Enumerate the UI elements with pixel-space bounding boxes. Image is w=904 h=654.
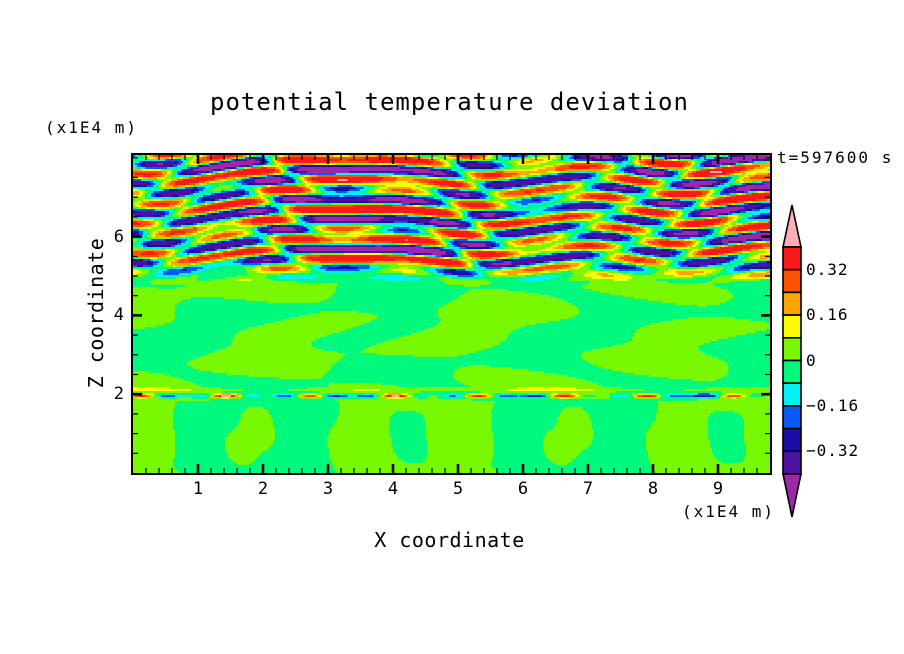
time-annotation: t=597600 s — [777, 148, 894, 167]
x-tick-label: 9 — [712, 479, 724, 499]
plot-area — [131, 153, 772, 475]
contour-field-canvas — [133, 155, 770, 473]
colorbar-label: 0.16 — [806, 305, 849, 325]
colorbar-label: 0 — [806, 350, 817, 370]
x-axis-label: X coordinate — [374, 528, 525, 552]
x-tick-label: 5 — [452, 479, 464, 499]
colorbar-label: −0.16 — [806, 395, 860, 415]
colorbar-label: 0.32 — [806, 259, 849, 279]
x-tick-label: 6 — [517, 479, 529, 499]
colorbar-label: −0.32 — [806, 441, 860, 461]
x-tick-label: 7 — [582, 479, 594, 499]
z-tick-label: 6 — [113, 226, 124, 247]
colorbar-segment — [782, 314, 802, 339]
colorbar-segment — [782, 427, 802, 453]
colorbar-segment — [782, 337, 802, 362]
colorbar — [782, 204, 802, 518]
colorbar-under-arrow — [782, 473, 802, 518]
colorbar-segment — [782, 405, 802, 430]
colorbar-segment — [782, 268, 802, 294]
colorbar-segment — [782, 450, 802, 475]
colorbar-segment — [782, 246, 802, 271]
z-tick-label: 4 — [113, 305, 124, 326]
chart-title: potential temperature deviation — [210, 88, 689, 116]
x-axis-unit-label: (x1E4 m) — [681, 502, 775, 521]
x-tick-label: 4 — [387, 479, 399, 499]
x-tick-label: 1 — [192, 479, 204, 499]
z-tick-label: 2 — [113, 384, 124, 405]
colorbar-over-arrow — [782, 204, 802, 248]
z-axis-unit-label: (x1E4 m) — [45, 118, 139, 137]
colorbar-segment — [782, 382, 802, 407]
x-tick-label: 3 — [322, 479, 334, 499]
colorbar-segment — [782, 359, 802, 385]
axis-ticks — [133, 155, 770, 473]
colorbar-segment — [782, 291, 802, 316]
x-tick-label: 8 — [647, 479, 659, 499]
x-tick-label: 2 — [257, 479, 269, 499]
